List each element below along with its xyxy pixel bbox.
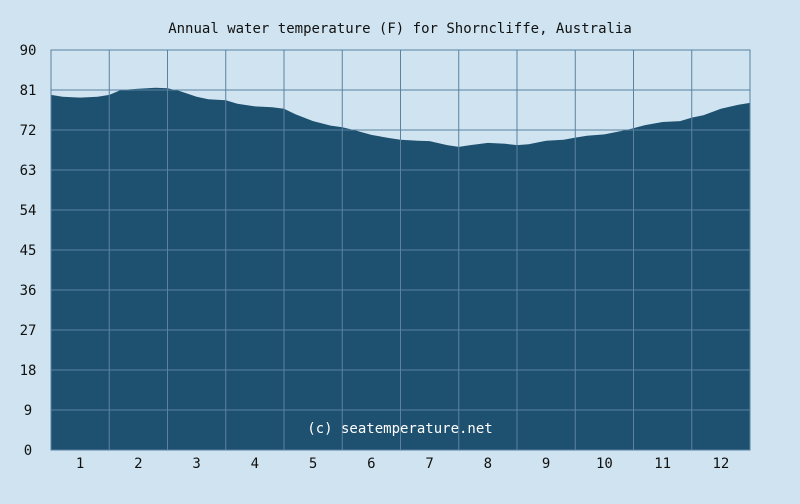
x-tick-label: 10 xyxy=(596,456,613,472)
y-tick-label: 18 xyxy=(20,363,37,379)
watermark: (c) seatemperature.net xyxy=(307,421,492,437)
y-tick-label: 72 xyxy=(20,123,37,139)
x-tick-label: 4 xyxy=(251,456,259,472)
x-tick-label: 11 xyxy=(654,456,671,472)
chart-title: Annual water temperature (F) for Shorncl… xyxy=(168,21,632,37)
y-tick-label: 0 xyxy=(24,443,32,459)
x-tick-label: 7 xyxy=(425,456,433,472)
x-tick-label: 2 xyxy=(134,456,142,472)
x-axis-tick-labels: 1 2 3 4 5 6 7 8 9 10 11 12 xyxy=(76,456,729,472)
y-tick-label: 36 xyxy=(20,283,37,299)
x-tick-label: 3 xyxy=(192,456,200,472)
plot-border xyxy=(50,49,751,451)
x-tick-label: 1 xyxy=(76,456,84,472)
y-tick-label: 9 xyxy=(24,403,32,419)
y-tick-label: 54 xyxy=(20,203,37,219)
y-tick-label: 45 xyxy=(20,243,37,259)
y-tick-label: 90 xyxy=(20,43,37,59)
x-tick-label: 12 xyxy=(712,456,729,472)
y-tick-label: 27 xyxy=(20,323,37,339)
x-tick-label: 5 xyxy=(309,456,317,472)
x-tick-label: 9 xyxy=(542,456,550,472)
y-tick-label: 63 xyxy=(20,163,37,179)
x-tick-label: 6 xyxy=(367,456,375,472)
y-tick-label: 81 xyxy=(20,83,37,99)
y-axis-tick-labels: 0 9 18 27 36 45 54 63 72 81 90 xyxy=(20,43,37,459)
x-tick-label: 8 xyxy=(484,456,492,472)
